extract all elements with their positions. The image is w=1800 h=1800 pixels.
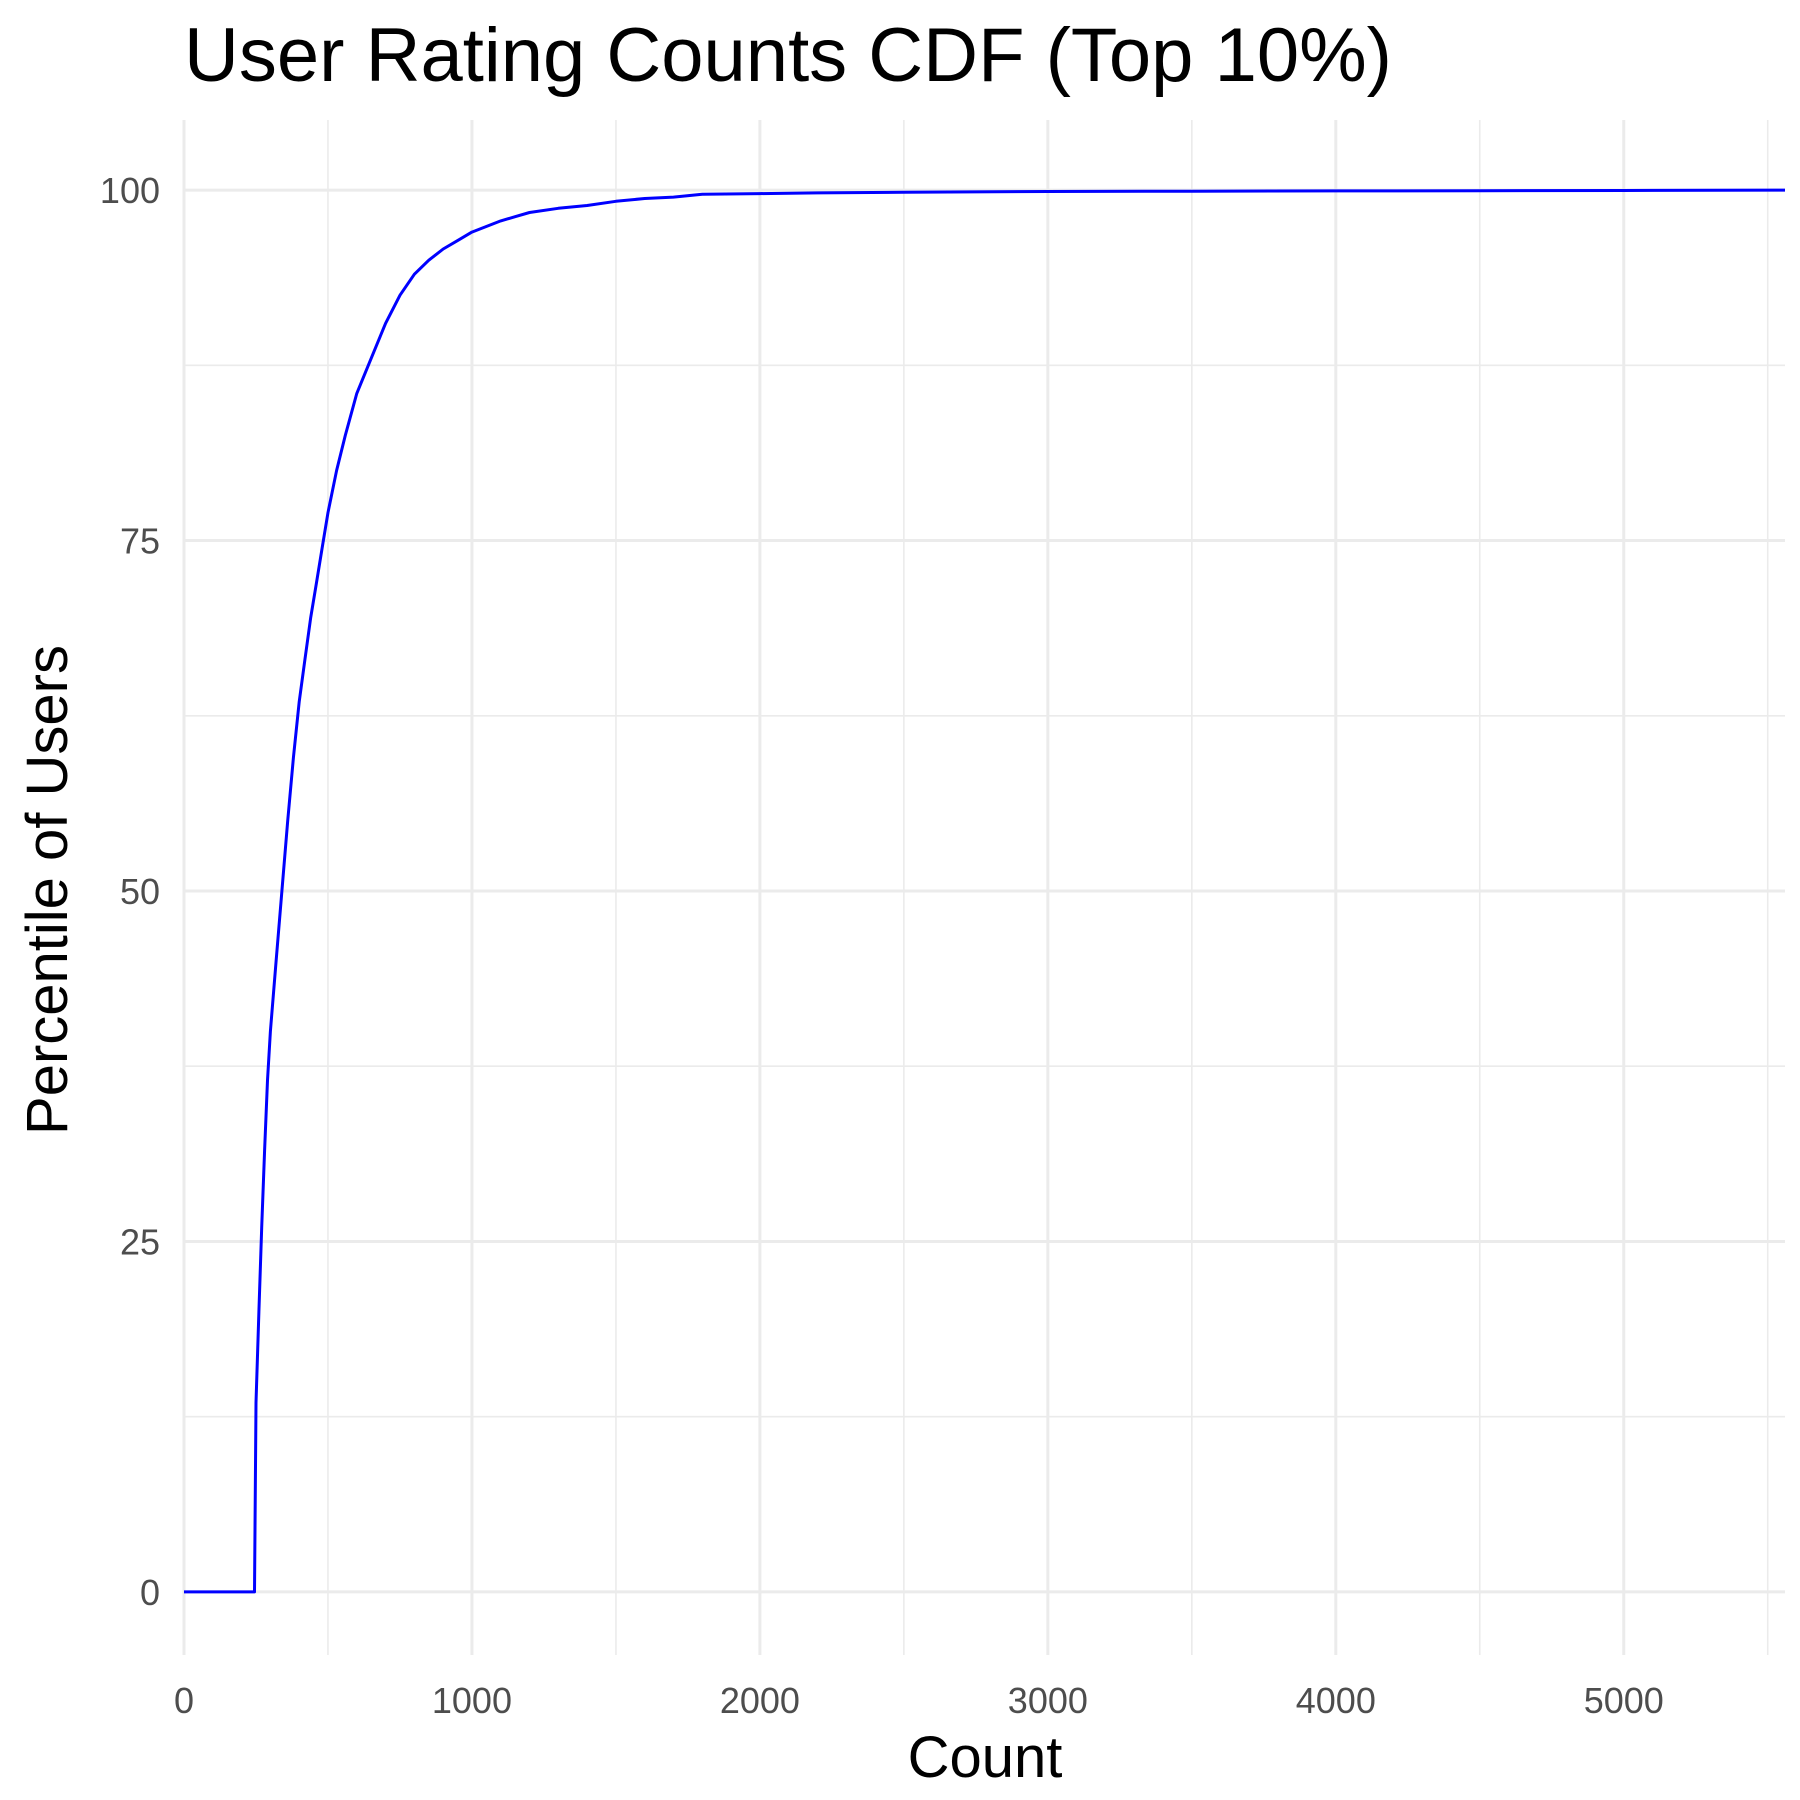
y-tick-label: 100 [100, 170, 160, 211]
x-tick-label: 3000 [1008, 1680, 1088, 1721]
y-tick-label: 50 [120, 871, 160, 912]
y-axis-title: Percentile of Users [15, 645, 80, 1135]
x-axis-title: Count [908, 1725, 1063, 1790]
x-tick-label: 5000 [1584, 1680, 1664, 1721]
x-axis-tick-labels: 0 1000 2000 3000 4000 5000 [174, 1680, 1664, 1721]
x-tick-label: 0 [174, 1680, 194, 1721]
y-tick-label: 75 [120, 521, 160, 562]
x-tick-label: 1000 [432, 1680, 512, 1721]
y-tick-label: 25 [120, 1221, 160, 1262]
major-grid [182, 120, 1785, 1655]
y-axis-tick-labels: 0 25 50 75 100 [100, 170, 160, 1613]
cdf-line [184, 188, 1786, 1594]
minor-grid [184, 120, 1785, 1655]
chart-title: User Rating Counts CDF (Top 10%) [184, 13, 1392, 98]
series-layer [184, 188, 1786, 1594]
x-tick-label: 4000 [1296, 1680, 1376, 1721]
x-tick-label: 2000 [720, 1680, 800, 1721]
y-tick-label: 0 [140, 1572, 160, 1613]
